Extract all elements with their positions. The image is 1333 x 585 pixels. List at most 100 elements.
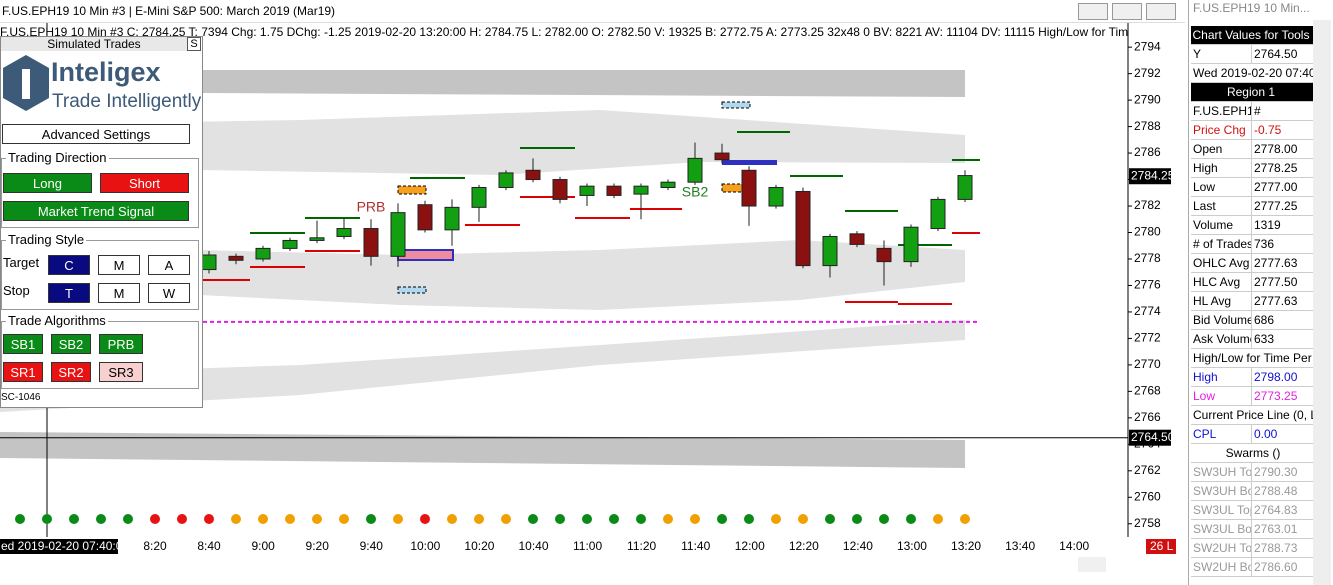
signal-dot xyxy=(906,514,916,524)
candle-body xyxy=(822,235,838,267)
marker xyxy=(722,160,777,165)
data-row: Bid Volume 686 xyxy=(1191,311,1313,330)
short-button[interactable]: Short xyxy=(100,173,189,193)
data-row: Y 2764.50 xyxy=(1191,45,1313,64)
row-value: 2790.30 xyxy=(1251,463,1297,481)
candle-body xyxy=(957,175,973,200)
algo-button[interactable]: SB2 xyxy=(51,334,91,354)
row-value: 2777.25 xyxy=(1251,197,1297,215)
data-row: SW2UH Bot2786.60 xyxy=(1191,558,1313,577)
data-row: SW3UH Top2790.30 xyxy=(1191,463,1313,482)
row-value: 2788.73 xyxy=(1251,539,1297,557)
data-row: SW3UL Bot 2763.01 xyxy=(1191,520,1313,539)
price-box xyxy=(1129,429,1171,446)
data-row: High 2798.00 xyxy=(1191,368,1313,387)
row-value: 2763.01 xyxy=(1251,520,1297,538)
long-button[interactable]: Long xyxy=(3,173,92,193)
trend-button[interactable]: Market Trend Signal xyxy=(3,201,189,221)
restore-button[interactable] xyxy=(1112,3,1142,20)
option-button[interactable]: M xyxy=(98,255,140,275)
algo-button[interactable]: SR1 xyxy=(3,362,43,382)
row-value: -0.75 xyxy=(1251,121,1281,139)
info-bar: F.US.EPH19 10 Min #3 C: 2784.25 T: 7394 … xyxy=(0,25,1128,39)
group-label: Trading Style xyxy=(6,232,87,247)
trade-panel: Simulated Trades S Inteligex Trade Intel… xyxy=(0,36,203,408)
price-box xyxy=(1129,168,1171,185)
signal-dot xyxy=(636,514,646,524)
y-tick-label: 2788 xyxy=(1134,119,1161,133)
signal-dot xyxy=(663,514,673,524)
y-tick-label: 2762 xyxy=(1134,463,1161,477)
row-label: Price Chg xyxy=(1193,123,1246,137)
candle-body xyxy=(498,172,514,188)
data-row: F.US.EPH19 10 Min# xyxy=(1191,102,1313,121)
y-tick-label: 2760 xyxy=(1134,489,1161,503)
y-tick-label: 2794 xyxy=(1134,39,1161,53)
row-value: 2778.25 xyxy=(1251,159,1297,177)
data-row: OHLC Avg 2777.63 xyxy=(1191,254,1313,273)
row-label: SW3UL Top xyxy=(1193,503,1251,517)
signal-dot xyxy=(582,514,592,524)
candle-body xyxy=(363,228,379,257)
candle-body xyxy=(255,247,271,260)
candle-body xyxy=(741,169,757,207)
stop-label: Stop xyxy=(3,283,30,298)
algo-button[interactable]: SR3 xyxy=(99,362,143,382)
signal-dot xyxy=(528,514,538,524)
option-button[interactable]: C xyxy=(48,255,90,275)
x-tick-label: 11:00 xyxy=(573,539,602,553)
logo-name: Inteligex xyxy=(51,57,161,87)
signal-dot xyxy=(474,514,484,524)
option-button[interactable]: M xyxy=(98,283,140,303)
panel-close[interactable]: S xyxy=(187,37,201,51)
price-box-label: 2764.50 xyxy=(1131,430,1175,444)
candle-body xyxy=(930,198,946,230)
data-row: CPL 0.00 xyxy=(1191,425,1313,444)
y-tick-label: 2792 xyxy=(1134,66,1161,80)
row-label: OHLC Avg xyxy=(1193,256,1250,270)
candle-body xyxy=(876,247,892,263)
data-row: SW3UL Top 2764.83 xyxy=(1191,501,1313,520)
x-tick-label: 9:00 xyxy=(251,539,275,553)
row-label: HL Avg xyxy=(1193,294,1232,308)
option-button[interactable]: T xyxy=(48,283,90,303)
close-button[interactable] xyxy=(1146,3,1176,20)
crosshair-label: ed 2019-02-20 07:40:00 xyxy=(1,539,129,553)
x-tick-label: 14:00 xyxy=(1059,539,1089,553)
row-value: 2778.00 xyxy=(1251,140,1297,158)
data-row: SW2UH Top2788.73 xyxy=(1191,539,1313,558)
row-value: 2764.50 xyxy=(1251,45,1297,63)
y-tick-label: 2776 xyxy=(1134,278,1161,292)
scrollbar[interactable] xyxy=(1313,20,1331,585)
signal-dot xyxy=(312,514,322,524)
row-label: High xyxy=(1193,161,1218,175)
band xyxy=(0,320,965,412)
candle-body xyxy=(525,169,541,181)
signal-dot xyxy=(285,514,295,524)
data-row: High 2778.25 xyxy=(1191,159,1313,178)
advanced-settings[interactable]: Advanced Settings xyxy=(2,124,190,144)
option-button[interactable]: W xyxy=(148,283,190,303)
algo-button[interactable]: SB1 xyxy=(3,334,43,354)
option-button[interactable]: A xyxy=(148,255,190,275)
row-label: Last xyxy=(1193,199,1216,213)
algo-button[interactable]: PRB xyxy=(99,334,143,354)
direction-group: Trading Direction Long Short Market Tren… xyxy=(1,150,199,228)
signal-dot xyxy=(879,514,889,524)
signal-lines xyxy=(200,131,980,305)
x-tick-label: 13:40 xyxy=(1005,539,1035,553)
signal-dot xyxy=(42,514,52,524)
row-value: 2764.83 xyxy=(1251,501,1297,519)
scrollbar[interactable] xyxy=(1078,557,1106,572)
algo-button[interactable]: SR2 xyxy=(51,362,91,382)
signal-dot xyxy=(555,514,565,524)
y-tick-label: 2790 xyxy=(1134,92,1161,106)
signal-dot xyxy=(339,514,349,524)
row-label: Volume xyxy=(1193,218,1234,232)
signal-dot xyxy=(825,514,835,524)
signal-dot xyxy=(852,514,862,524)
minimize-button[interactable] xyxy=(1078,3,1108,20)
row-label: HLC Avg xyxy=(1193,275,1241,289)
target-label: Target xyxy=(3,255,40,270)
data-row: Ask Volume 633 xyxy=(1191,330,1313,349)
